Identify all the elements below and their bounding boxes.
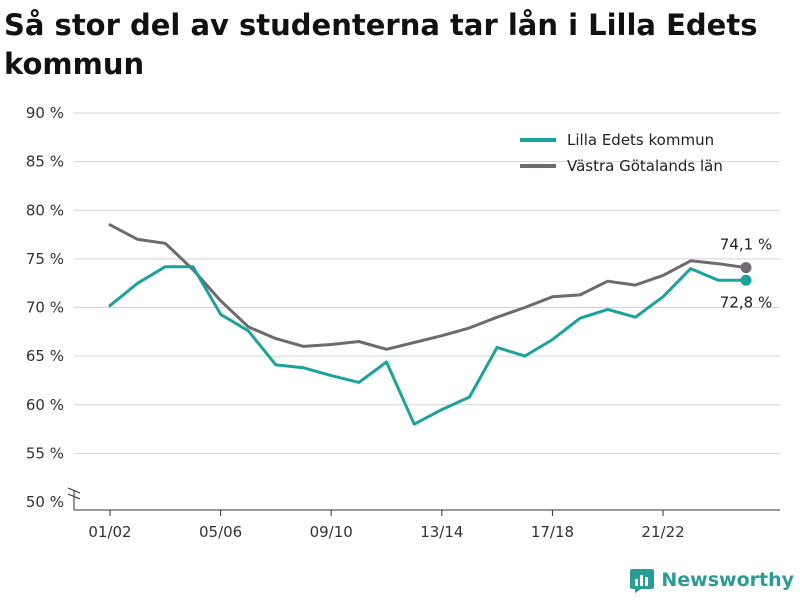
gridlines [74, 112, 780, 454]
axis-break-icon [67, 487, 81, 500]
x-tick-label: 17/18 [531, 523, 574, 541]
series-line [108, 223, 748, 351]
y-tick-label: 85 % [26, 153, 64, 171]
x-tick-label: 05/06 [199, 523, 242, 541]
y-tick-label: 80 % [26, 201, 64, 219]
end-point [740, 262, 752, 274]
y-tick-label: 70 % [26, 299, 64, 317]
end-label: 72,8 % [720, 293, 772, 311]
x-axis: 01/02 05/06 09/10 13/14 17/18 21/22 [67, 487, 780, 541]
x-tick-label: 13/14 [420, 523, 463, 541]
chart-title: Så stor del av studenterna tar lån i Lil… [4, 8, 758, 81]
x-tick-label: 21/22 [641, 523, 684, 541]
y-tick-label: 65 % [26, 347, 64, 365]
y-tick-label: 60 % [26, 396, 64, 414]
end-point [740, 274, 752, 286]
series-line [108, 265, 748, 426]
y-tick-label: 75 % [26, 250, 64, 268]
end-label: 74,1 % [720, 236, 772, 254]
newsworthy-logo-icon [630, 569, 655, 593]
y-tick-label: 55 % [26, 444, 64, 462]
x-tick-label: 09/10 [310, 523, 353, 541]
legend-label: Lilla Edets kommun [567, 131, 714, 149]
y-tick-label: 50 % [26, 493, 64, 511]
legend-label: Västra Götalands län [567, 157, 723, 175]
brand-logo: Newsworthy [629, 566, 794, 594]
y-axis: 50 % 55 % 60 % 65 % 70 % 75 % 80 % 85 % 90 % [26, 104, 64, 511]
end-labels: 74,1 % 72,8 % [720, 236, 772, 312]
y-tick-label: 90 % [26, 104, 64, 122]
series-lines [108, 223, 752, 426]
brand-name: Newsworthy [661, 569, 794, 591]
x-tick-label: 01/02 [88, 523, 131, 541]
legend: Lilla Edets kommun Västra Götalands län [520, 131, 723, 175]
